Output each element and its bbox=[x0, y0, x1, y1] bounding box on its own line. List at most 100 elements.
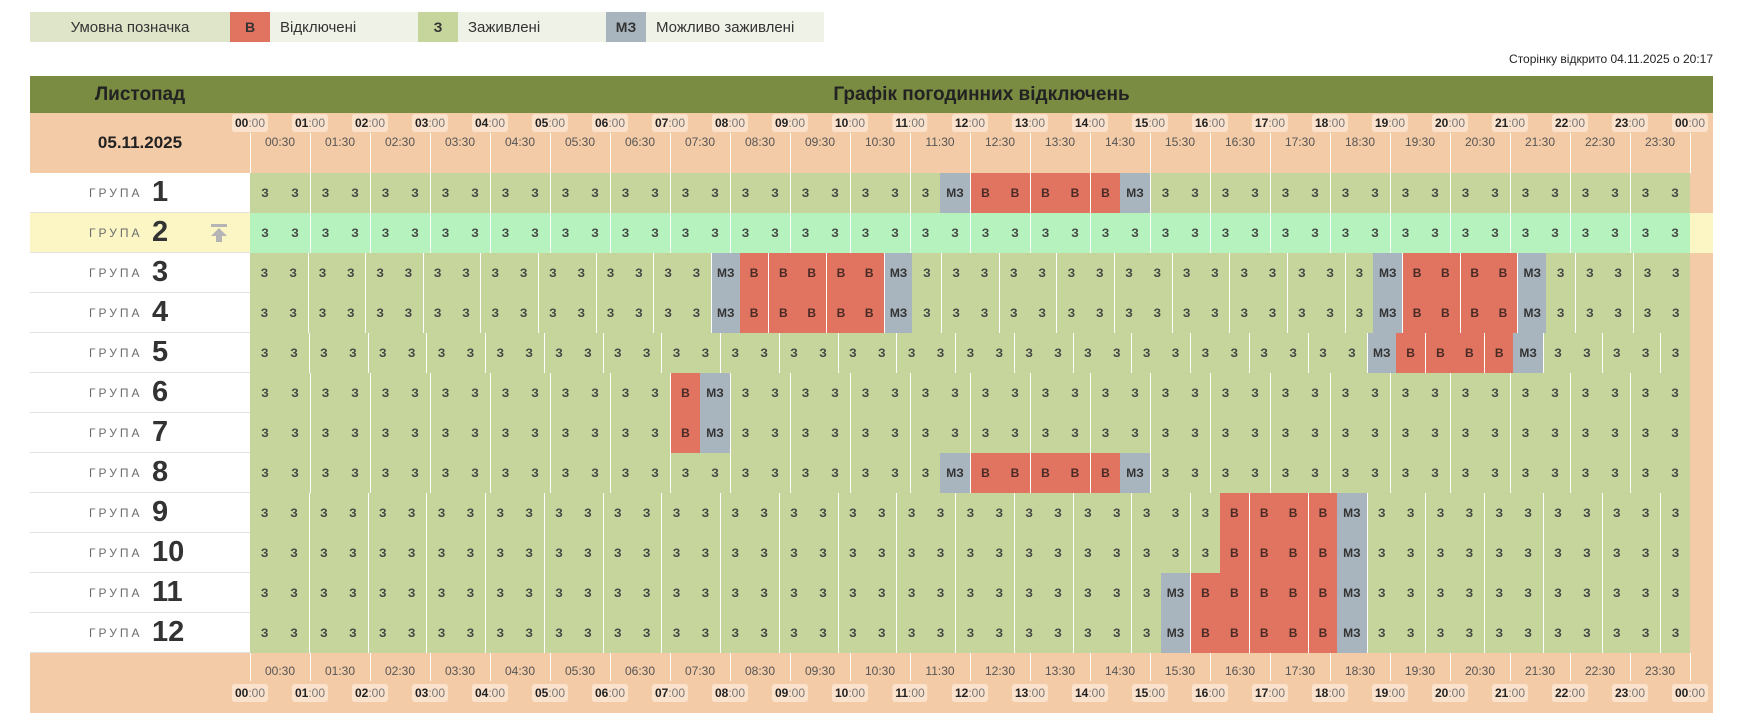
schedule-cell[interactable]: З bbox=[566, 293, 596, 333]
schedule-cell[interactable]: З bbox=[550, 453, 580, 493]
schedule-cell[interactable]: З bbox=[925, 333, 956, 373]
schedule-cell[interactable]: З bbox=[910, 413, 940, 453]
schedule-cell[interactable]: З bbox=[1366, 573, 1396, 613]
schedule-cell[interactable]: З bbox=[1270, 213, 1300, 253]
schedule-cell[interactable]: З bbox=[984, 573, 1014, 613]
schedule-cell[interactable]: З bbox=[850, 413, 880, 453]
schedule-cell[interactable]: В bbox=[1307, 493, 1338, 533]
schedule-cell[interactable]: З bbox=[430, 453, 460, 493]
schedule-cell[interactable]: В bbox=[1402, 253, 1431, 293]
schedule-cell[interactable]: З bbox=[514, 493, 544, 533]
schedule-cell[interactable]: З bbox=[1330, 213, 1360, 253]
schedule-cell[interactable]: З bbox=[308, 493, 339, 533]
schedule-cell[interactable]: З bbox=[1484, 613, 1514, 653]
schedule-cell[interactable]: З bbox=[394, 293, 423, 333]
schedule-cell[interactable]: З bbox=[1090, 373, 1120, 413]
schedule-cell[interactable]: З bbox=[749, 333, 779, 373]
schedule-cell[interactable]: З bbox=[490, 173, 520, 213]
schedule-cell[interactable]: В bbox=[1488, 293, 1518, 333]
schedule-cell[interactable]: В bbox=[1402, 293, 1431, 333]
schedule-cell[interactable]: З bbox=[1570, 373, 1600, 413]
schedule-cell[interactable]: МЗ bbox=[1366, 333, 1396, 373]
schedule-cell[interactable]: З bbox=[1190, 333, 1220, 373]
schedule-cell[interactable]: З bbox=[538, 293, 567, 333]
schedule-cell[interactable]: З bbox=[941, 253, 971, 293]
schedule-cell[interactable]: МЗ bbox=[940, 173, 970, 213]
schedule-cell[interactable]: МЗ bbox=[710, 293, 740, 333]
schedule-cell[interactable]: З bbox=[760, 213, 790, 253]
schedule-cell[interactable]: З bbox=[370, 373, 400, 413]
schedule-cell[interactable]: З bbox=[1630, 613, 1661, 653]
schedule-cell[interactable]: З bbox=[1180, 453, 1210, 493]
schedule-cell[interactable]: З bbox=[610, 213, 640, 253]
schedule-cell[interactable]: З bbox=[808, 533, 838, 573]
schedule-cell[interactable]: З bbox=[308, 573, 339, 613]
schedule-cell[interactable]: З bbox=[1270, 453, 1300, 493]
schedule-cell[interactable]: В bbox=[1307, 573, 1338, 613]
schedule-cell[interactable]: З bbox=[730, 213, 760, 253]
schedule-cell[interactable]: З bbox=[778, 333, 809, 373]
schedule-cell[interactable]: З bbox=[790, 453, 820, 493]
schedule-cell[interactable]: З bbox=[1200, 253, 1230, 293]
schedule-cell[interactable]: З bbox=[1270, 373, 1300, 413]
schedule-cell[interactable]: З bbox=[1180, 413, 1210, 453]
schedule-cell[interactable]: З bbox=[1142, 253, 1172, 293]
schedule-cell[interactable]: З bbox=[1600, 373, 1630, 413]
schedule-cell[interactable]: З bbox=[1572, 493, 1602, 533]
schedule-cell[interactable]: З bbox=[1072, 333, 1103, 373]
schedule-cell[interactable]: З bbox=[367, 333, 397, 373]
schedule-cell[interactable]: З bbox=[520, 173, 550, 213]
schedule-cell[interactable]: З bbox=[338, 573, 368, 613]
schedule-cell[interactable]: З bbox=[1360, 413, 1390, 453]
schedule-cell[interactable]: В bbox=[1307, 613, 1338, 653]
schedule-cell[interactable]: МЗ bbox=[1120, 453, 1150, 493]
schedule-cell[interactable]: З bbox=[422, 293, 452, 333]
schedule-cell[interactable]: З bbox=[1131, 573, 1161, 613]
schedule-cell[interactable]: З bbox=[1240, 413, 1270, 453]
schedule-cell[interactable]: З bbox=[460, 213, 490, 253]
schedule-cell[interactable]: З bbox=[1450, 373, 1480, 413]
schedule-cell[interactable]: МЗ bbox=[1517, 253, 1547, 293]
schedule-cell[interactable]: З bbox=[1013, 493, 1044, 533]
schedule-cell[interactable]: В bbox=[1278, 493, 1308, 533]
schedule-cell[interactable]: З bbox=[1200, 293, 1230, 333]
schedule-cell[interactable]: З bbox=[595, 293, 625, 333]
schedule-cell[interactable]: З bbox=[490, 213, 520, 253]
schedule-cell[interactable]: З bbox=[543, 573, 574, 613]
schedule-cell[interactable]: З bbox=[370, 413, 400, 453]
schedule-cell[interactable]: З bbox=[1420, 213, 1450, 253]
schedule-cell[interactable]: З bbox=[867, 533, 897, 573]
schedule-cell[interactable]: З bbox=[538, 253, 567, 293]
schedule-cell[interactable]: З bbox=[1425, 613, 1455, 653]
schedule-cell[interactable]: З bbox=[624, 293, 654, 333]
schedule-cell[interactable]: З bbox=[837, 493, 868, 533]
schedule-cell[interactable]: З bbox=[370, 213, 400, 253]
schedule-cell[interactable]: З bbox=[1632, 253, 1662, 293]
schedule-cell[interactable]: З bbox=[426, 533, 456, 573]
schedule-cell[interactable]: З bbox=[700, 213, 730, 253]
schedule-cell[interactable]: З bbox=[338, 533, 368, 573]
schedule-cell[interactable]: З bbox=[970, 213, 1000, 253]
schedule-cell[interactable]: З bbox=[250, 373, 280, 413]
schedule-cell[interactable]: З bbox=[690, 493, 721, 533]
schedule-cell[interactable]: З bbox=[955, 333, 985, 373]
schedule-cell[interactable]: З bbox=[1114, 293, 1143, 333]
schedule-cell[interactable]: З bbox=[1120, 373, 1150, 413]
schedule-cell[interactable]: З bbox=[610, 413, 640, 453]
schedule-cell[interactable]: З bbox=[1660, 373, 1690, 413]
schedule-cell[interactable]: З bbox=[1131, 533, 1161, 573]
schedule-cell[interactable]: З bbox=[1630, 413, 1660, 453]
schedule-cell[interactable]: З bbox=[509, 253, 538, 293]
schedule-cell[interactable]: МЗ bbox=[1517, 293, 1547, 333]
schedule-cell[interactable]: З bbox=[340, 373, 370, 413]
schedule-cell[interactable]: З bbox=[1660, 453, 1690, 493]
schedule-cell[interactable]: З bbox=[790, 373, 820, 413]
schedule-cell[interactable]: З bbox=[653, 253, 683, 293]
schedule-cell[interactable]: З bbox=[631, 533, 662, 573]
schedule-cell[interactable]: З bbox=[1072, 493, 1103, 533]
schedule-cell[interactable]: З bbox=[1454, 493, 1485, 533]
schedule-cell[interactable]: В bbox=[1278, 533, 1308, 573]
schedule-cell[interactable]: З bbox=[1102, 533, 1132, 573]
schedule-cell[interactable]: З bbox=[250, 573, 280, 613]
schedule-cell[interactable]: З bbox=[682, 253, 711, 293]
